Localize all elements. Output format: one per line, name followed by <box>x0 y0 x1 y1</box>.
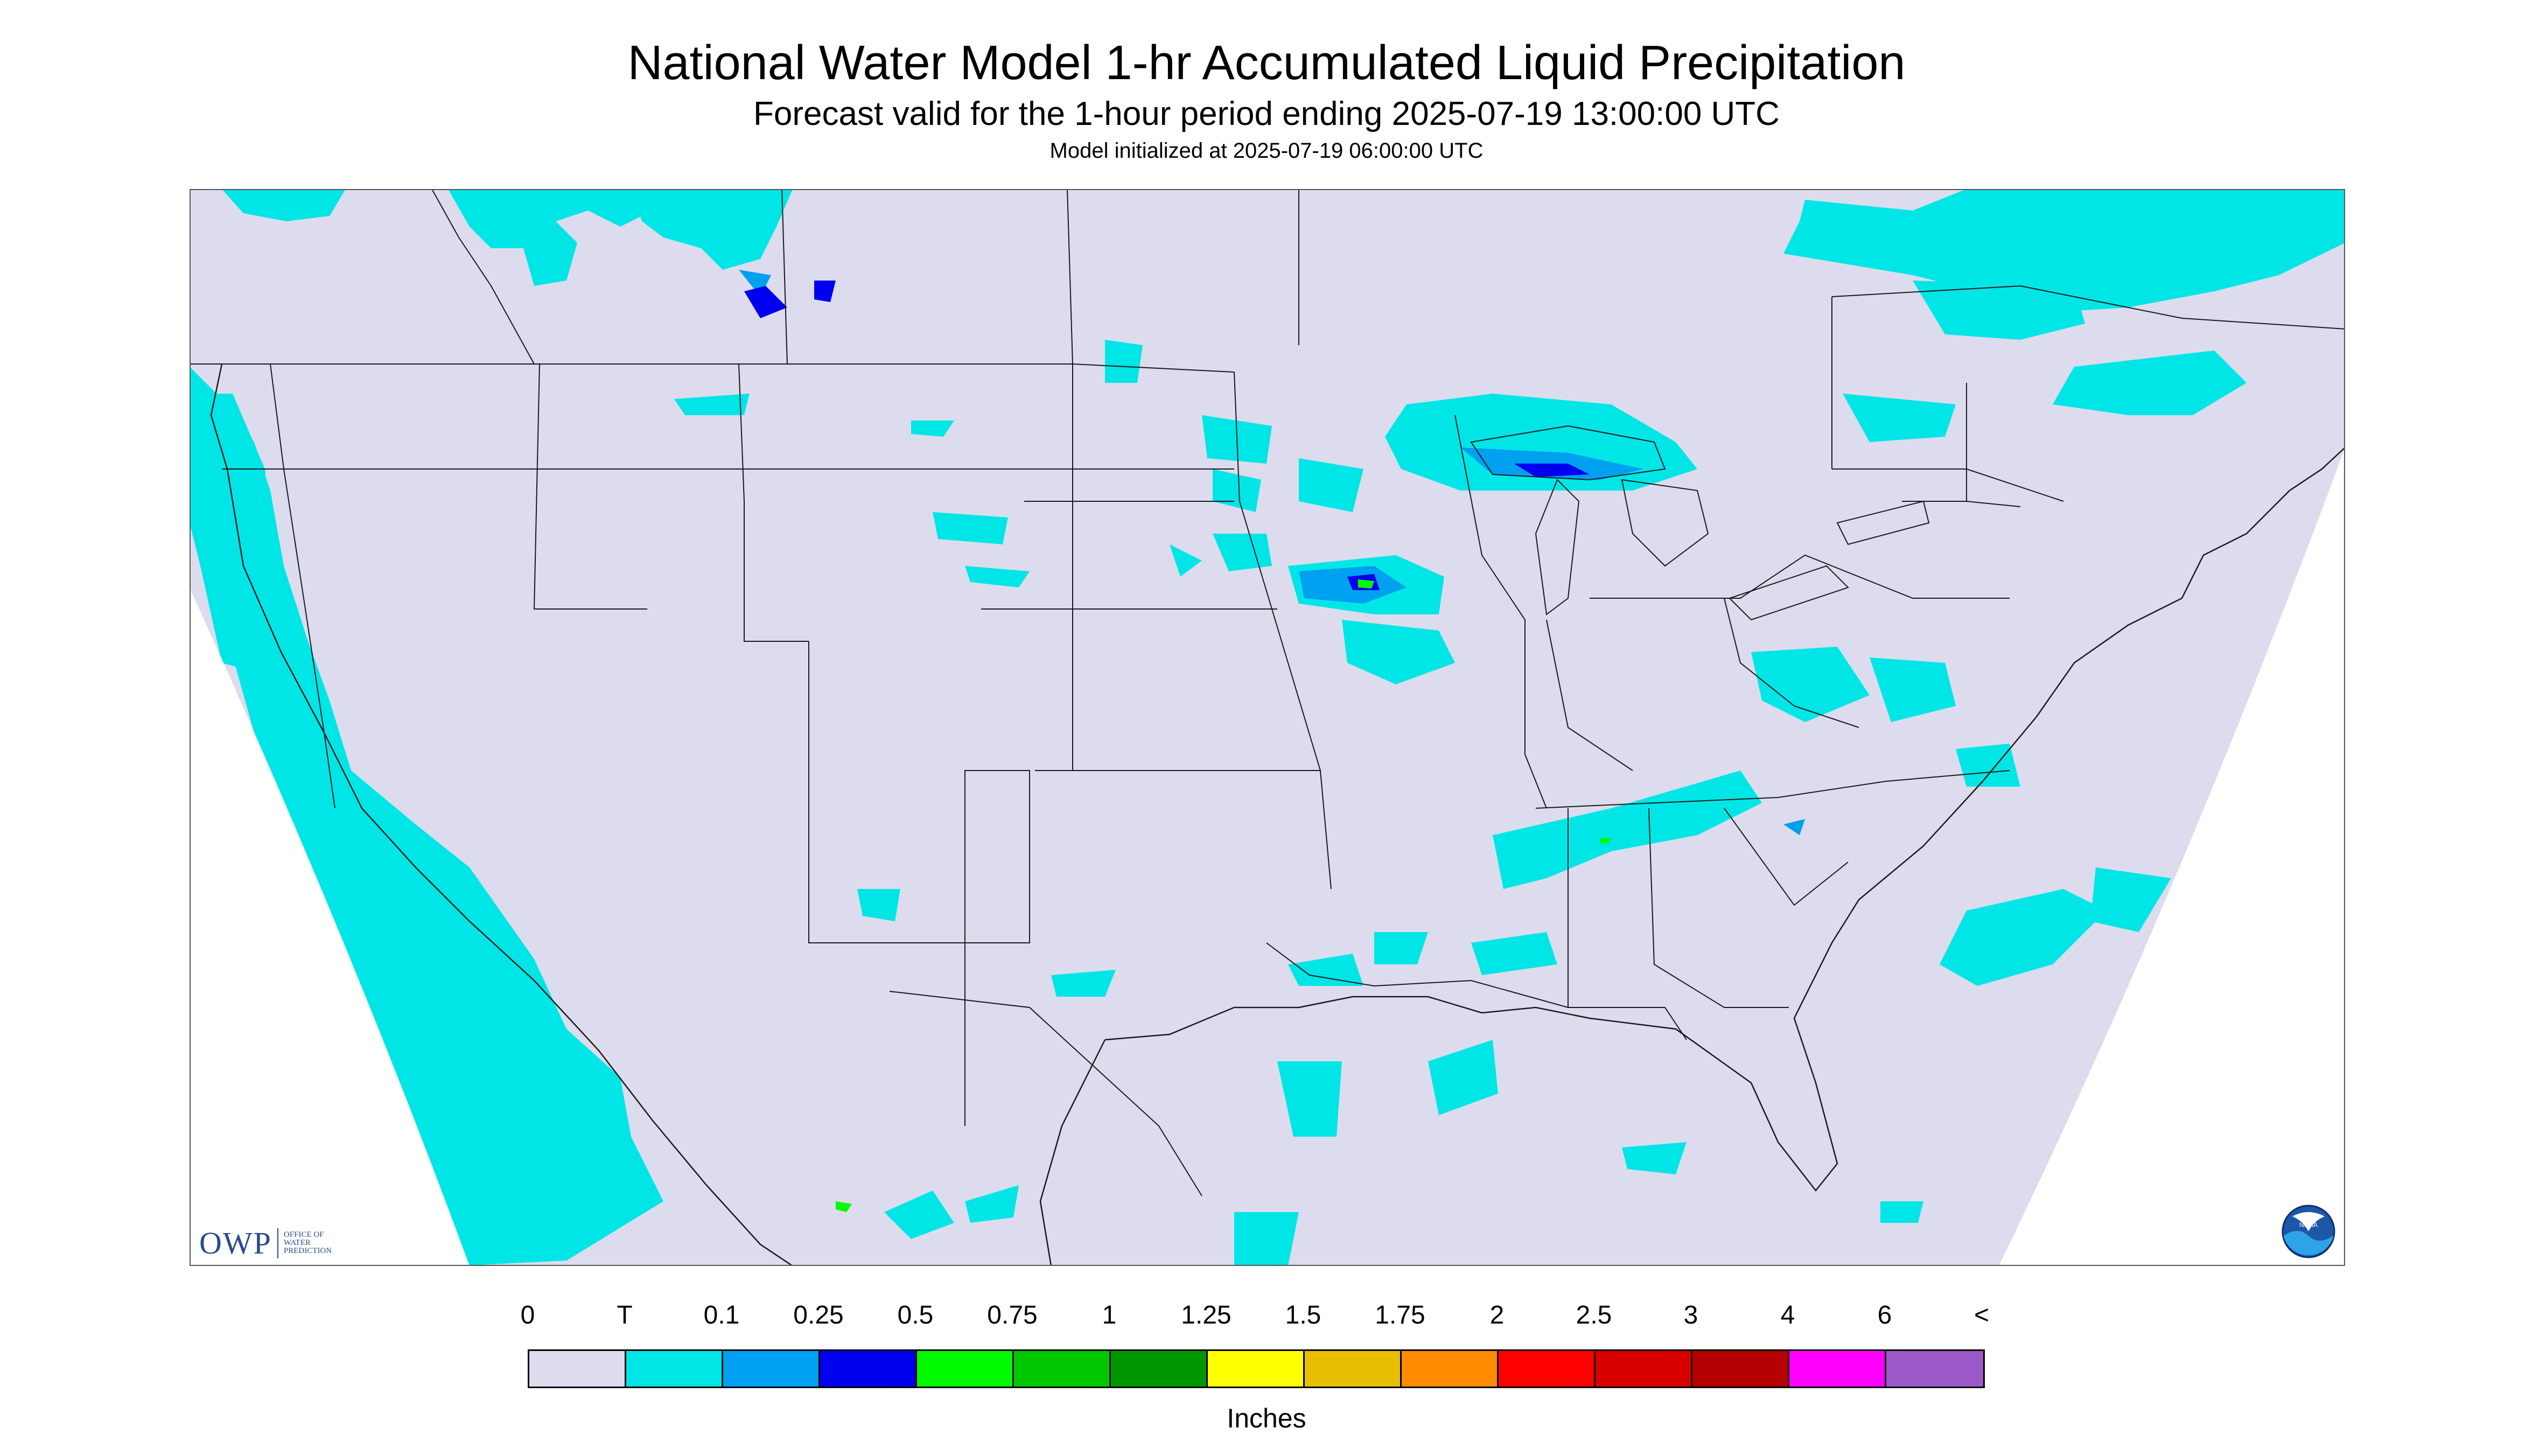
coastline-and-border <box>210 363 2345 1266</box>
noaa-logo-text: NOAA <box>2299 1221 2318 1229</box>
legend-swatch <box>1111 1351 1208 1387</box>
legend-units: Inches <box>1227 1403 1306 1433</box>
precip-trace-ocean <box>190 367 663 1266</box>
map-frame <box>190 189 2345 1266</box>
owp-logo-mark: OWP <box>199 1226 272 1261</box>
owp-logo: OWP OFFICE OF WATER PREDICTION <box>199 1225 332 1261</box>
legend-labels: 0 T 0.1 0.25 0.5 0.75 1 1.25 1.5 1.75 2 2.5 3 4 6 < <box>0 1300 2533 1333</box>
legend-label: 1.75 <box>1375 1301 1425 1329</box>
legend-swatch <box>1596 1351 1692 1387</box>
projection-edge-east <box>1999 447 2345 1266</box>
legend-label: 1.5 <box>1285 1301 1321 1329</box>
model-init-line: Model initialized at 2025-07-19 06:00:00… <box>1049 139 1484 163</box>
legend-label: < <box>1974 1301 1990 1329</box>
legend-swatch <box>917 1351 1014 1387</box>
owp-logo-line: OFFICE OF <box>283 1230 324 1239</box>
legend-label: 3 <box>1683 1301 1698 1329</box>
legend-label: 0.75 <box>987 1301 1038 1329</box>
legend-label: T <box>617 1301 633 1329</box>
precip-trace-east <box>857 647 2171 1266</box>
projection-edge-west <box>190 587 470 1266</box>
legend-label: 0.25 <box>793 1301 844 1329</box>
legend-swatch <box>1402 1351 1499 1387</box>
legend-swatch <box>1692 1351 1789 1387</box>
state-boundaries <box>190 363 2064 1196</box>
legend-swatch <box>1014 1351 1111 1387</box>
legend-label: 1 <box>1102 1301 1117 1329</box>
legend-swatch <box>529 1351 626 1387</box>
legend-color-bar <box>528 1349 1985 1388</box>
legend-swatch <box>1789 1351 1886 1387</box>
map-title: National Water Model 1-hr Accumulated Li… <box>627 36 1906 90</box>
canada-boundaries <box>431 189 2345 469</box>
legend-label: 2 <box>1489 1301 1505 1329</box>
legend-label: 0 <box>520 1301 535 1329</box>
owp-logo-text: OFFICE OF WATER PREDICTION <box>284 1231 332 1255</box>
legend-swatch <box>820 1351 917 1387</box>
legend-swatch <box>1886 1351 1983 1387</box>
precipitation-map <box>190 189 2345 1266</box>
legend-swatch <box>1208 1351 1305 1387</box>
owp-logo-line: PREDICTION <box>283 1247 332 1255</box>
owp-logo-line: WATER <box>283 1238 311 1247</box>
legend-swatch <box>723 1351 820 1387</box>
legend-swatch <box>626 1351 723 1387</box>
precip-heavy <box>836 579 1611 1212</box>
legend-label: 2.5 <box>1576 1301 1612 1329</box>
precip-moderate <box>744 281 1590 590</box>
precip-trace-north <box>222 189 2345 442</box>
great-lakes <box>1470 425 1930 621</box>
legend-label: 0.1 <box>703 1301 740 1329</box>
map-subtitle: Forecast valid for the 1-hour period end… <box>753 95 1780 132</box>
legend-label: 0.5 <box>897 1301 934 1329</box>
noaa-logo: NOAA <box>2282 1205 2335 1258</box>
legend-label: 4 <box>1780 1301 1795 1329</box>
owp-logo-divider <box>277 1228 278 1258</box>
legend-label: 1.25 <box>1181 1301 1231 1329</box>
legend-swatch <box>1499 1351 1596 1387</box>
legend-label: 6 <box>1877 1301 1892 1329</box>
legend-swatch <box>1305 1351 1402 1387</box>
